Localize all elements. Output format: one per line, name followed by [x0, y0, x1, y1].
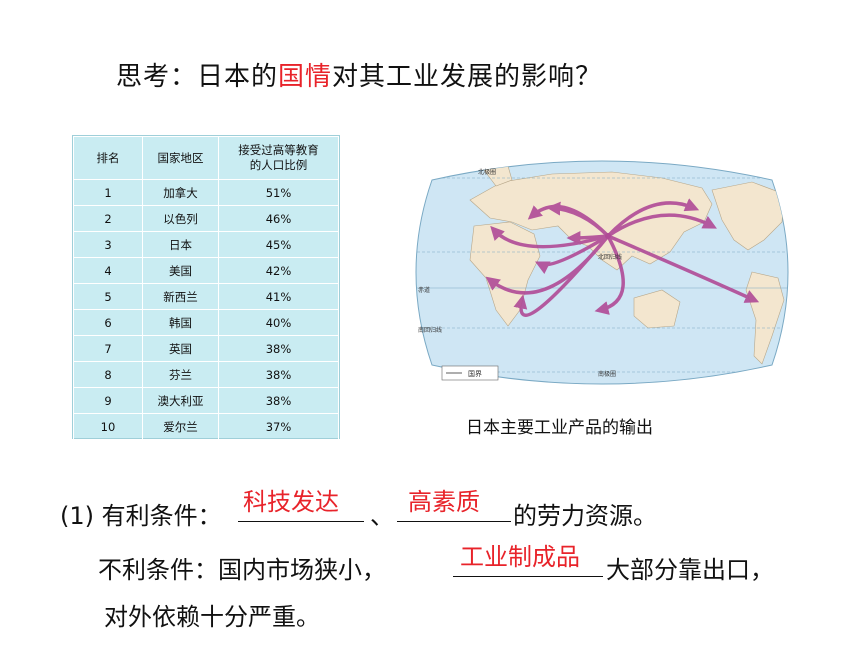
header-rank: 排名: [73, 136, 143, 180]
land-north-america: [711, 181, 785, 251]
export-arrow-north-america: [606, 213, 717, 238]
table-row: 10 爱尔兰 37%: [73, 413, 339, 440]
cell-country: 爱尔兰: [142, 413, 219, 440]
label-arctic: 北极圈: [478, 168, 496, 176]
education-ranking-table: 排名 国家地区 接受过高等教育 的人口比例 1 加拿大 51% 2 以色列 46% 3 日本 4…: [72, 135, 340, 440]
table-row: 4 美国 42%: [73, 257, 339, 284]
cell-country: 英国: [142, 335, 219, 362]
map-legend: 国界: [441, 365, 499, 381]
cell-ratio: 45%: [218, 231, 339, 258]
export-arrow-china: [566, 230, 610, 245]
header-country: 国家地区: [142, 136, 219, 180]
label-equator: 赤道: [418, 286, 430, 294]
table-row: 5 新西兰 41%: [73, 283, 339, 310]
q2-blank: [453, 576, 603, 577]
cell-ratio: 38%: [218, 387, 339, 414]
legend-border-label: 国界: [468, 370, 482, 378]
cell-ratio: 46%: [218, 205, 339, 232]
q2-tail: 大部分靠出口，: [606, 556, 774, 584]
export-arrow-russia: [546, 201, 610, 238]
table-row: 6 韩国 40%: [73, 309, 339, 336]
world-map: 北极圈 北回归线 赤道 南回归线 南极圈 国界: [415, 160, 789, 385]
land-australia: [633, 289, 681, 329]
cell-ratio: 38%: [218, 361, 339, 388]
cell-country: 以色列: [142, 205, 219, 232]
cell-rank: 10: [73, 413, 143, 440]
q2-label: 不利条件：国内市场狭小，: [98, 556, 386, 584]
map-caption: 日本主要工业产品的输出: [466, 418, 653, 438]
label-tropic-north: 北回归线: [598, 253, 622, 261]
q2-answer: 工业制成品: [460, 543, 580, 571]
export-arrow-africa: [490, 225, 610, 249]
cell-rank: 8: [73, 361, 143, 388]
q1-separator: 、: [370, 502, 394, 530]
cell-country: 澳大利亚: [142, 387, 219, 414]
q1-blank-1: [238, 521, 364, 522]
q1-tail: 的劳力资源。: [513, 502, 657, 530]
cell-rank: 7: [73, 335, 143, 362]
title-prefix: 思考：日本的: [116, 62, 279, 92]
q1-label: (1) 有利条件：: [60, 502, 222, 530]
table-row: 3 日本 45%: [73, 231, 339, 258]
table-row: 7 英国 38%: [73, 335, 339, 362]
export-arrow-south-america: [606, 234, 760, 303]
q1-blank-2: [397, 521, 511, 522]
cell-ratio: 40%: [218, 309, 339, 336]
cell-rank: 2: [73, 205, 143, 232]
table-row: 8 芬兰 38%: [73, 361, 339, 388]
cell-rank: 4: [73, 257, 143, 284]
q1-answer-2: 高素质: [408, 488, 480, 516]
header-ratio: 接受过高等教育 的人口比例: [218, 136, 339, 180]
cell-rank: 3: [73, 231, 143, 258]
page-title: 思考：日本的国情对其工业发展的影响？: [116, 56, 602, 93]
export-arrow-south-asia: [513, 234, 610, 317]
table-row: 1 加拿大 51%: [73, 179, 339, 206]
cell-rank: 1: [73, 179, 143, 206]
export-arrow-southeast-asia: [534, 234, 610, 275]
cell-ratio: 41%: [218, 283, 339, 310]
title-highlight: 国情: [278, 62, 333, 92]
cell-country: 日本: [142, 231, 219, 258]
cell-country: 新西兰: [142, 283, 219, 310]
cell-ratio: 37%: [218, 413, 339, 440]
label-tropic-south: 南回归线: [418, 326, 442, 334]
cell-country: 芬兰: [142, 361, 219, 388]
cell-ratio: 42%: [218, 257, 339, 284]
cell-country: 美国: [142, 257, 219, 284]
cell-ratio: 51%: [218, 179, 339, 206]
q1-answer-1: 科技发达: [243, 488, 339, 516]
export-arrow-east: [606, 198, 700, 238]
title-suffix: 对其工业发展的影响？: [332, 62, 603, 92]
label-antarctic: 南极圈: [598, 370, 616, 378]
q2-line-2: 对外依赖十分严重。: [104, 603, 320, 631]
table-header-row: 排名 国家地区 接受过高等教育 的人口比例: [73, 136, 339, 180]
cell-country: 加拿大: [142, 179, 219, 206]
table-row: 9 澳大利亚 38%: [73, 387, 339, 414]
cell-rank: 5: [73, 283, 143, 310]
export-arrow-australia: [594, 234, 625, 315]
cell-rank: 6: [73, 309, 143, 336]
cell-rank: 9: [73, 387, 143, 414]
table-row: 2 以色列 46%: [73, 205, 339, 232]
cell-country: 韩国: [142, 309, 219, 336]
cell-ratio: 38%: [218, 335, 339, 362]
